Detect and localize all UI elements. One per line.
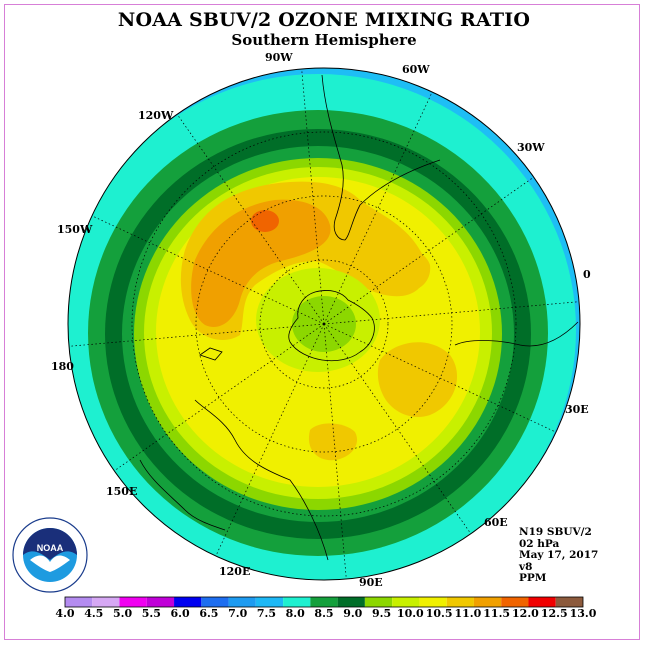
africa-coast [454, 321, 579, 347]
meridian-line [301, 68, 325, 325]
info-version: v8 [519, 560, 533, 573]
colorbar-border [64, 596, 584, 608]
colorbar-tick-label: 6.0 [171, 607, 190, 620]
lon-label-90w: 90W [265, 51, 293, 64]
colorbar-swatch [446, 597, 474, 607]
meridian-line [176, 114, 325, 325]
figure-frame [4, 4, 640, 640]
meridian-line [323, 323, 472, 534]
lon-label-60w: 60W [402, 63, 430, 76]
colorbar-tick-label: 6.5 [199, 607, 218, 620]
colorbar-swatch [310, 597, 338, 607]
lon-label-30e: 30E [565, 403, 589, 416]
colorbar-swatch [146, 597, 175, 607]
lon-label-60e: 60E [484, 516, 508, 529]
colorbar-tick-label: 9.5 [372, 607, 391, 620]
colorbar-tick-label: 5.0 [113, 607, 132, 620]
lon-label-150e: 150E [106, 485, 137, 498]
coastlines [139, 74, 579, 561]
colorbar-tick-label: 8.5 [314, 607, 333, 620]
colorbar-swatch [65, 597, 93, 607]
colorbar-swatch [473, 597, 502, 607]
meridian-line [323, 91, 433, 325]
colorbar-tick-label: 4.5 [84, 607, 103, 620]
island-coast [199, 347, 223, 361]
lon-label-180: 180 [51, 360, 74, 373]
meridian-line [323, 323, 557, 433]
colorbar-swatch [255, 597, 284, 607]
info-date: May 17, 2017 [519, 549, 599, 562]
meridian-line [323, 323, 347, 580]
colorbar-tick-label: 11.5 [483, 607, 510, 620]
colorbar-swatch [119, 597, 147, 607]
band-11.5-west [191, 199, 331, 328]
colorbar: 4.0 4.5 5.0 5.5 6.0 6.5 7.0 7.5 8.0 8.5 9.0 9.5 10.0… [55, 596, 597, 620]
colorbar-tick-label: 4.0 [55, 607, 74, 620]
info-panel: N19 SBUV/2 02 hPa May 17, 2017 v8 PPM [519, 526, 599, 585]
band-11.0-ne [393, 249, 431, 291]
lon-label-30w: 30W [517, 141, 545, 154]
colorbar-tick-label: 13.0 [570, 607, 597, 620]
antarctica-coast [288, 290, 375, 362]
colorbar-tick-label: 12.5 [541, 607, 568, 620]
colorbar-tick-label: 5.5 [142, 607, 161, 620]
meridian-line [68, 323, 325, 347]
colorbar-tick-label: 12.0 [512, 607, 539, 620]
latitude-circle-30s [131, 131, 517, 517]
australia-coast [194, 399, 329, 561]
lon-label-120w: 120W [138, 109, 174, 122]
bird-icon [30, 555, 70, 572]
colorbar-swatch [528, 597, 556, 607]
longitude-labels: 90W 60W 30W 0 30E 60E 90E 120E 150E 180 … [51, 51, 591, 589]
colorbar-swatch [555, 597, 583, 607]
latitude-circle-50s [195, 195, 453, 453]
info-satellite: N19 SBUV/2 [519, 526, 592, 538]
map-border [67, 67, 581, 581]
lon-label-0: 0 [583, 268, 591, 281]
lon-label-150w: 150W [57, 223, 93, 236]
logo-text: NOAA [37, 543, 64, 553]
colorbar-swatch [337, 597, 365, 607]
colorbar-tick-label: 11.0 [454, 607, 481, 620]
meridian-line [91, 215, 325, 325]
meridian-line [323, 176, 534, 325]
colorbar-swatch [364, 597, 393, 607]
colorbar-tick-label: 8.0 [286, 607, 305, 620]
map-subtitle: Southern Hemisphere [231, 31, 417, 49]
colorbar-swatch [283, 597, 311, 607]
colorbar-swatch [201, 597, 229, 607]
colorbar-swatch [92, 597, 120, 607]
south-america-coast [321, 74, 441, 241]
colorbar-tick-label: 7.0 [228, 607, 247, 620]
latitude-circle-70s [259, 259, 389, 389]
colorbar-swatch [174, 597, 202, 607]
colorbar-swatch [228, 597, 256, 607]
colorbar-tick-label: 9.0 [343, 607, 362, 620]
info-units: PPM [519, 572, 547, 585]
colorbar-swatch [392, 597, 420, 607]
ozone-field [68, 68, 580, 580]
info-pressure: 02 hPa [519, 537, 560, 550]
logo-sky [23, 528, 77, 560]
meridian-line [114, 323, 325, 472]
meridian-lines [68, 68, 580, 580]
colorbar-tick-label: 7.5 [257, 607, 276, 620]
colorbar-swatch [501, 597, 529, 607]
band-11.0-east [377, 342, 458, 418]
lon-label-90e: 90E [359, 576, 383, 589]
band-11.0-south [308, 423, 358, 461]
band-12.0-max [251, 210, 279, 232]
meridian-line [323, 301, 580, 325]
colorbar-tick-label: 10.5 [426, 607, 453, 620]
colorbar-tick-label: 10.0 [397, 607, 424, 620]
map-title: NOAA SBUV/2 OZONE MIXING RATIO [117, 9, 531, 31]
graticule [68, 68, 580, 580]
new-zealand-coast [139, 459, 226, 531]
noaa-logo: NOAA [12, 517, 88, 593]
lon-label-120e: 120E [219, 565, 250, 578]
meridian-line [215, 323, 325, 557]
colorbar-swatch [419, 597, 447, 607]
